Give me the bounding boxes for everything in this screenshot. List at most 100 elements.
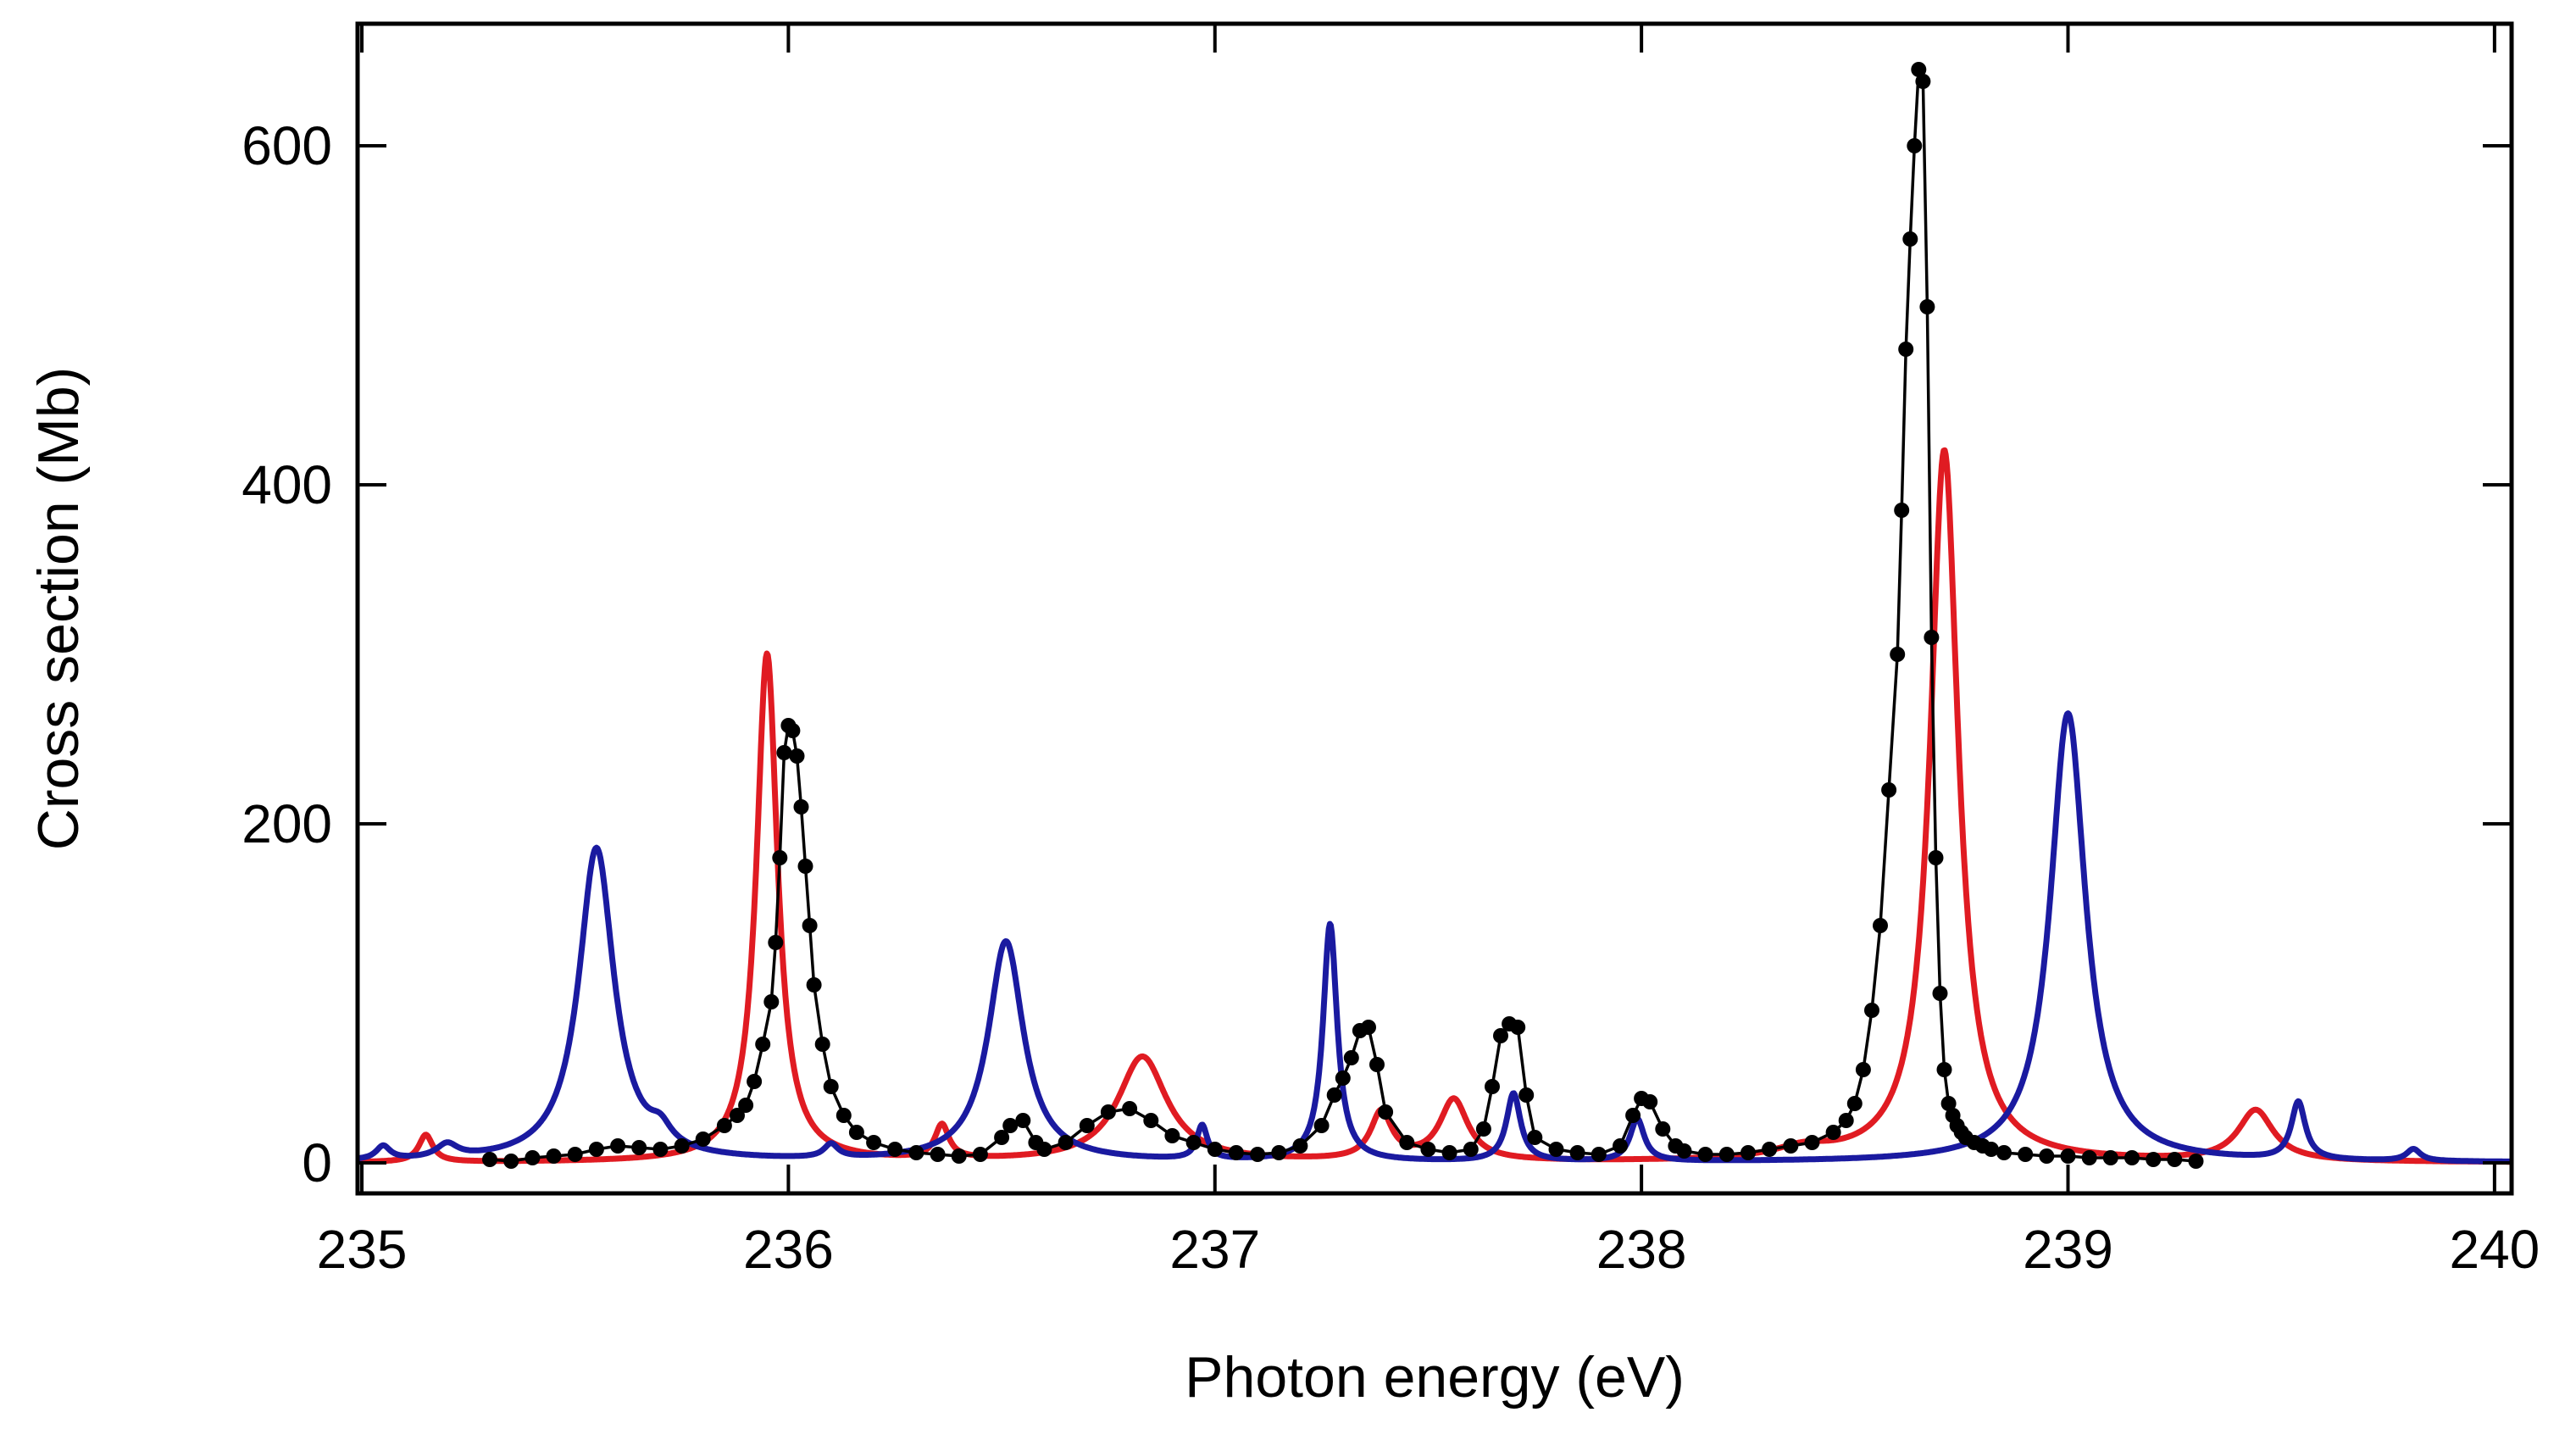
experiment-point xyxy=(1292,1138,1308,1154)
y-tick-label: 400 xyxy=(242,454,332,515)
experiment-point xyxy=(1898,342,1914,357)
experiment-point xyxy=(1485,1079,1500,1094)
experiment-point xyxy=(793,799,809,815)
experiment-point xyxy=(972,1147,988,1162)
experiment-point xyxy=(2102,1150,2118,1165)
experiment-point xyxy=(1326,1087,1342,1103)
experiment-point xyxy=(1932,986,1948,1001)
experiment-point xyxy=(1825,1125,1841,1140)
experiment-point xyxy=(1928,850,1944,865)
x-axis-title: Photon energy (eV) xyxy=(1185,1345,1685,1410)
experiment-point xyxy=(1420,1142,1436,1157)
plot-frame xyxy=(355,21,2514,1196)
experiment-point xyxy=(1548,1142,1564,1157)
experiment-point xyxy=(785,723,801,738)
experiment-point xyxy=(1122,1101,1138,1116)
experiment-point xyxy=(2060,1148,2076,1164)
experiment-point xyxy=(2146,1152,2162,1167)
x-tick-label: 236 xyxy=(743,1219,834,1280)
experiment-point xyxy=(1164,1128,1180,1143)
experiment-point xyxy=(1250,1147,1266,1162)
experiment-point xyxy=(1940,1096,1957,1111)
experiment-point xyxy=(908,1145,924,1160)
experiment-point xyxy=(1369,1057,1385,1072)
experiment-point xyxy=(951,1148,967,1164)
experiment-point xyxy=(1676,1143,1692,1159)
experiment-point xyxy=(1100,1104,1116,1120)
experiment-point xyxy=(2124,1150,2140,1165)
experiment-point xyxy=(1207,1142,1223,1157)
experiment-point xyxy=(1518,1087,1535,1103)
experiment-point xyxy=(1873,918,1888,933)
experiment-point xyxy=(1613,1138,1628,1154)
experiment-point xyxy=(1762,1142,1778,1157)
experiment-point xyxy=(1915,74,1931,89)
experiment-point xyxy=(1881,782,1897,798)
experiment-point xyxy=(1996,1145,2012,1160)
experiment-point xyxy=(1271,1145,1287,1160)
experiment-point xyxy=(797,859,813,874)
experiment-point xyxy=(1002,1118,1019,1133)
experiment-point xyxy=(1924,630,1940,645)
experiment-point xyxy=(2167,1152,2183,1167)
experiment-point xyxy=(2081,1150,2097,1165)
experiment-point xyxy=(806,977,822,993)
y-tick-label: 600 xyxy=(242,115,332,176)
experiment-point xyxy=(1919,299,1935,314)
experiment-point xyxy=(1185,1135,1202,1150)
experiment-point xyxy=(848,1125,864,1140)
experiment-point xyxy=(1902,231,1918,247)
experiment-point xyxy=(1804,1135,1820,1150)
experiment-point xyxy=(789,748,805,764)
experiment-point xyxy=(1313,1118,1330,1133)
experiment-point xyxy=(1569,1145,1585,1160)
experiment-point xyxy=(1864,1003,1879,1018)
experiment-point xyxy=(1343,1050,1359,1065)
experiment-point xyxy=(1475,1121,1491,1137)
experiment-point xyxy=(1058,1135,1074,1150)
experiment-point xyxy=(1143,1113,1159,1128)
experiment-point xyxy=(1894,503,1910,518)
experiment-point xyxy=(525,1150,541,1165)
experiment-point xyxy=(747,1074,763,1089)
experiment-point xyxy=(1335,1070,1351,1086)
experiment-point xyxy=(1625,1108,1641,1123)
experiment-point xyxy=(730,1108,745,1123)
experiment-point xyxy=(610,1138,626,1154)
x-tick-label: 238 xyxy=(1596,1219,1687,1280)
experiment-point xyxy=(1697,1147,1713,1162)
experiment-point xyxy=(1591,1147,1607,1162)
experiment-point xyxy=(1527,1130,1543,1145)
experiment-point xyxy=(1642,1094,1658,1109)
x-tick-label: 239 xyxy=(2023,1219,2113,1280)
experiment-point xyxy=(738,1098,754,1113)
experiment-point xyxy=(2039,1148,2055,1164)
experiment-point xyxy=(994,1130,1010,1145)
experiment-point xyxy=(1378,1104,1394,1120)
experiment-point xyxy=(2188,1154,2204,1169)
experiment-point xyxy=(823,1079,839,1094)
experiment-point xyxy=(674,1138,690,1154)
y-axis-title: Cross section (Mb) xyxy=(26,367,91,851)
experiment-point xyxy=(546,1148,562,1164)
experiment-point xyxy=(755,1037,771,1052)
experiment-point xyxy=(814,1037,830,1052)
experiment-point xyxy=(1838,1113,1854,1128)
experiment-point xyxy=(1718,1147,1735,1162)
experiment-point xyxy=(503,1154,519,1169)
experiment-point xyxy=(1911,62,1927,77)
experiment-point xyxy=(1510,1020,1526,1035)
experiment-point xyxy=(1493,1028,1508,1043)
experiment-point xyxy=(1783,1138,1799,1154)
experiment-point xyxy=(1936,1062,1952,1077)
experiment-point xyxy=(1740,1145,1756,1160)
experiment-point xyxy=(1463,1142,1479,1157)
experiment-point xyxy=(930,1147,946,1162)
experiment-point xyxy=(1907,138,1923,153)
series-blue-line xyxy=(358,710,2512,1165)
x-tick-label: 240 xyxy=(2449,1219,2540,1280)
experiment-point xyxy=(1846,1096,1863,1111)
experiment-point xyxy=(652,1142,669,1157)
experiment-point xyxy=(776,745,792,760)
